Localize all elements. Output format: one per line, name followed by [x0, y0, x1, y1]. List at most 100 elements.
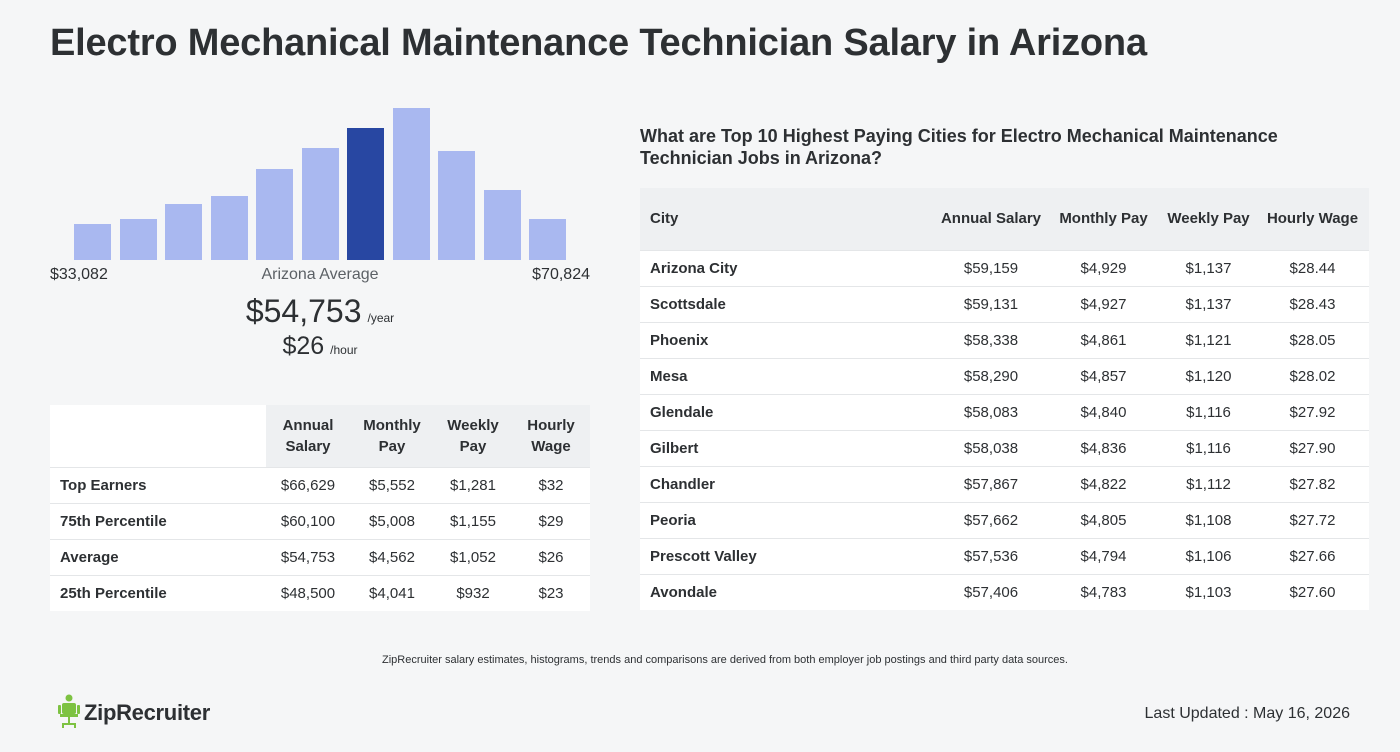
- table-cell: $1,108: [1161, 501, 1256, 538]
- table-cell: $1,121: [1161, 321, 1256, 358]
- histogram-min-label: $33,082: [50, 266, 108, 283]
- header-weekly-pay: Weekly Pay: [1161, 188, 1256, 250]
- table-row: 25th Percentile $48,500 $4,041 $932 $23: [50, 574, 590, 611]
- table-row: Average $54,753 $4,562 $1,052 $26: [50, 538, 590, 575]
- header-annual-salary: Annual Salary: [266, 405, 350, 467]
- header-monthly-pay: Monthly Pay: [350, 405, 434, 467]
- table-cell: $28.44: [1256, 249, 1369, 286]
- table-cell: $58,290: [936, 357, 1046, 394]
- table-row: Mesa $58,290 $4,857 $1,120 $28.02: [640, 357, 1369, 394]
- row-label: Top Earners: [50, 466, 266, 503]
- table-cell: $5,008: [350, 502, 434, 539]
- table-cell: $28.43: [1256, 285, 1369, 322]
- row-label: 75th Percentile: [50, 502, 266, 539]
- city-name: Chandler: [640, 465, 936, 502]
- percentile-table: Annual Salary Monthly Pay Weekly Pay Hou…: [50, 405, 590, 611]
- city-name: Gilbert: [640, 429, 936, 466]
- histogram-bar: [165, 204, 202, 260]
- header-hourly-wage: Hourly Wage: [1256, 188, 1369, 250]
- data-source-note: ZipRecruiter salary estimates, histogram…: [382, 654, 1068, 666]
- table-cell: $27.60: [1256, 573, 1369, 610]
- hourly-amount: $26: [282, 332, 325, 360]
- page-title: Electro Mechanical Maintenance Technicia…: [50, 22, 1147, 64]
- table-cell: $4,840: [1046, 393, 1161, 430]
- table-cell: $54,753: [266, 538, 350, 575]
- average-annual-salary: $54,753/year: [50, 293, 590, 330]
- table-cell: $1,116: [1161, 429, 1256, 466]
- cities-heading: What are Top 10 Highest Paying Cities fo…: [640, 126, 1278, 168]
- table-cell: $4,857: [1046, 357, 1161, 394]
- average-hourly-wage: $26/hour: [50, 332, 590, 361]
- header-city: City: [640, 188, 936, 250]
- table-cell: $932: [434, 574, 512, 611]
- table-cell: $1,120: [1161, 357, 1256, 394]
- header-weekly-pay: Weekly Pay: [434, 405, 512, 467]
- histogram-max-label: $70,824: [532, 266, 590, 283]
- table-cell: $58,338: [936, 321, 1046, 358]
- histogram-bar: [529, 219, 566, 260]
- table-row: 75th Percentile $60,100 $5,008 $1,155 $29: [50, 502, 590, 539]
- city-name: Phoenix: [640, 321, 936, 358]
- table-cell: $60,100: [266, 502, 350, 539]
- annual-amount: $54,753: [245, 293, 362, 329]
- histogram-bar: [392, 108, 430, 260]
- histogram-average-label: Arizona Average: [261, 266, 379, 283]
- histogram-bar: [301, 148, 339, 260]
- table-cell: $27.66: [1256, 537, 1369, 574]
- blank-header: [50, 405, 266, 467]
- table-cell: $57,406: [936, 573, 1046, 610]
- table-cell: $4,562: [350, 538, 434, 575]
- table-cell: $1,281: [434, 466, 512, 503]
- annual-unit: /year: [367, 311, 395, 325]
- table-row: Avondale $57,406 $4,783 $1,103 $27.60: [640, 573, 1369, 610]
- table-row: Gilbert $58,038 $4,836 $1,116 $27.90: [640, 429, 1369, 466]
- city-name: Glendale: [640, 393, 936, 430]
- table-cell: $1,106: [1161, 537, 1256, 574]
- table-row: Glendale $58,083 $4,840 $1,116 $27.92: [640, 393, 1369, 430]
- table-cell: $27.92: [1256, 393, 1369, 430]
- header-annual-salary: Annual Salary: [936, 188, 1046, 250]
- table-cell: $1,112: [1161, 465, 1256, 502]
- table-cell: $1,116: [1161, 393, 1256, 430]
- table-cell: $4,794: [1046, 537, 1161, 574]
- percentile-table-header: Annual Salary Monthly Pay Weekly Pay Hou…: [50, 405, 590, 467]
- table-cell: $1,137: [1161, 285, 1256, 322]
- table-cell: $32: [512, 466, 590, 503]
- city-name: Mesa: [640, 357, 936, 394]
- table-row: Scottsdale $59,131 $4,927 $1,137 $28.43: [640, 285, 1369, 322]
- city-name: Arizona City: [640, 249, 936, 286]
- table-cell: $4,927: [1046, 285, 1161, 322]
- table-cell: $1,052: [434, 538, 512, 575]
- table-row: Phoenix $58,338 $4,861 $1,121 $28.05: [640, 321, 1369, 358]
- table-cell: $4,929: [1046, 249, 1161, 286]
- table-cell: $28.05: [1256, 321, 1369, 358]
- table-row: Chandler $57,867 $4,822 $1,112 $27.82: [640, 465, 1369, 502]
- ziprecruiter-logo[interactable]: ZipRecruiter: [58, 694, 210, 730]
- table-cell: $59,159: [936, 249, 1046, 286]
- table-cell: $4,861: [1046, 321, 1161, 358]
- table-cell: $27.72: [1256, 501, 1369, 538]
- table-cell: $57,867: [936, 465, 1046, 502]
- header-monthly-pay: Monthly Pay: [1046, 188, 1161, 250]
- table-row: Prescott Valley $57,536 $4,794 $1,106 $27.66: [640, 537, 1369, 574]
- table-row: Top Earners $66,629 $5,552 $1,281 $32: [50, 466, 590, 503]
- table-cell: $58,038: [936, 429, 1046, 466]
- table-cell: $66,629: [266, 466, 350, 503]
- table-cell: $23: [512, 574, 590, 611]
- table-cell: $28.02: [1256, 357, 1369, 394]
- histogram-bar: [119, 219, 157, 260]
- top-cities-table: City Annual Salary Monthly Pay Weekly Pa…: [640, 188, 1369, 610]
- row-label: Average: [50, 538, 266, 575]
- table-row: Arizona City $59,159 $4,929 $1,137 $28.44: [640, 249, 1369, 286]
- city-name: Avondale: [640, 573, 936, 610]
- table-cell: $59,131: [936, 285, 1046, 322]
- table-cell: $4,805: [1046, 501, 1161, 538]
- city-name: Prescott Valley: [640, 537, 936, 574]
- table-cell: $4,041: [350, 574, 434, 611]
- hourly-unit: /hour: [330, 343, 358, 357]
- table-cell: $1,103: [1161, 573, 1256, 610]
- histogram-bar: [483, 190, 521, 260]
- histogram-bar-active: [347, 128, 384, 260]
- histogram-bar: [210, 196, 248, 260]
- table-cell: $58,083: [936, 393, 1046, 430]
